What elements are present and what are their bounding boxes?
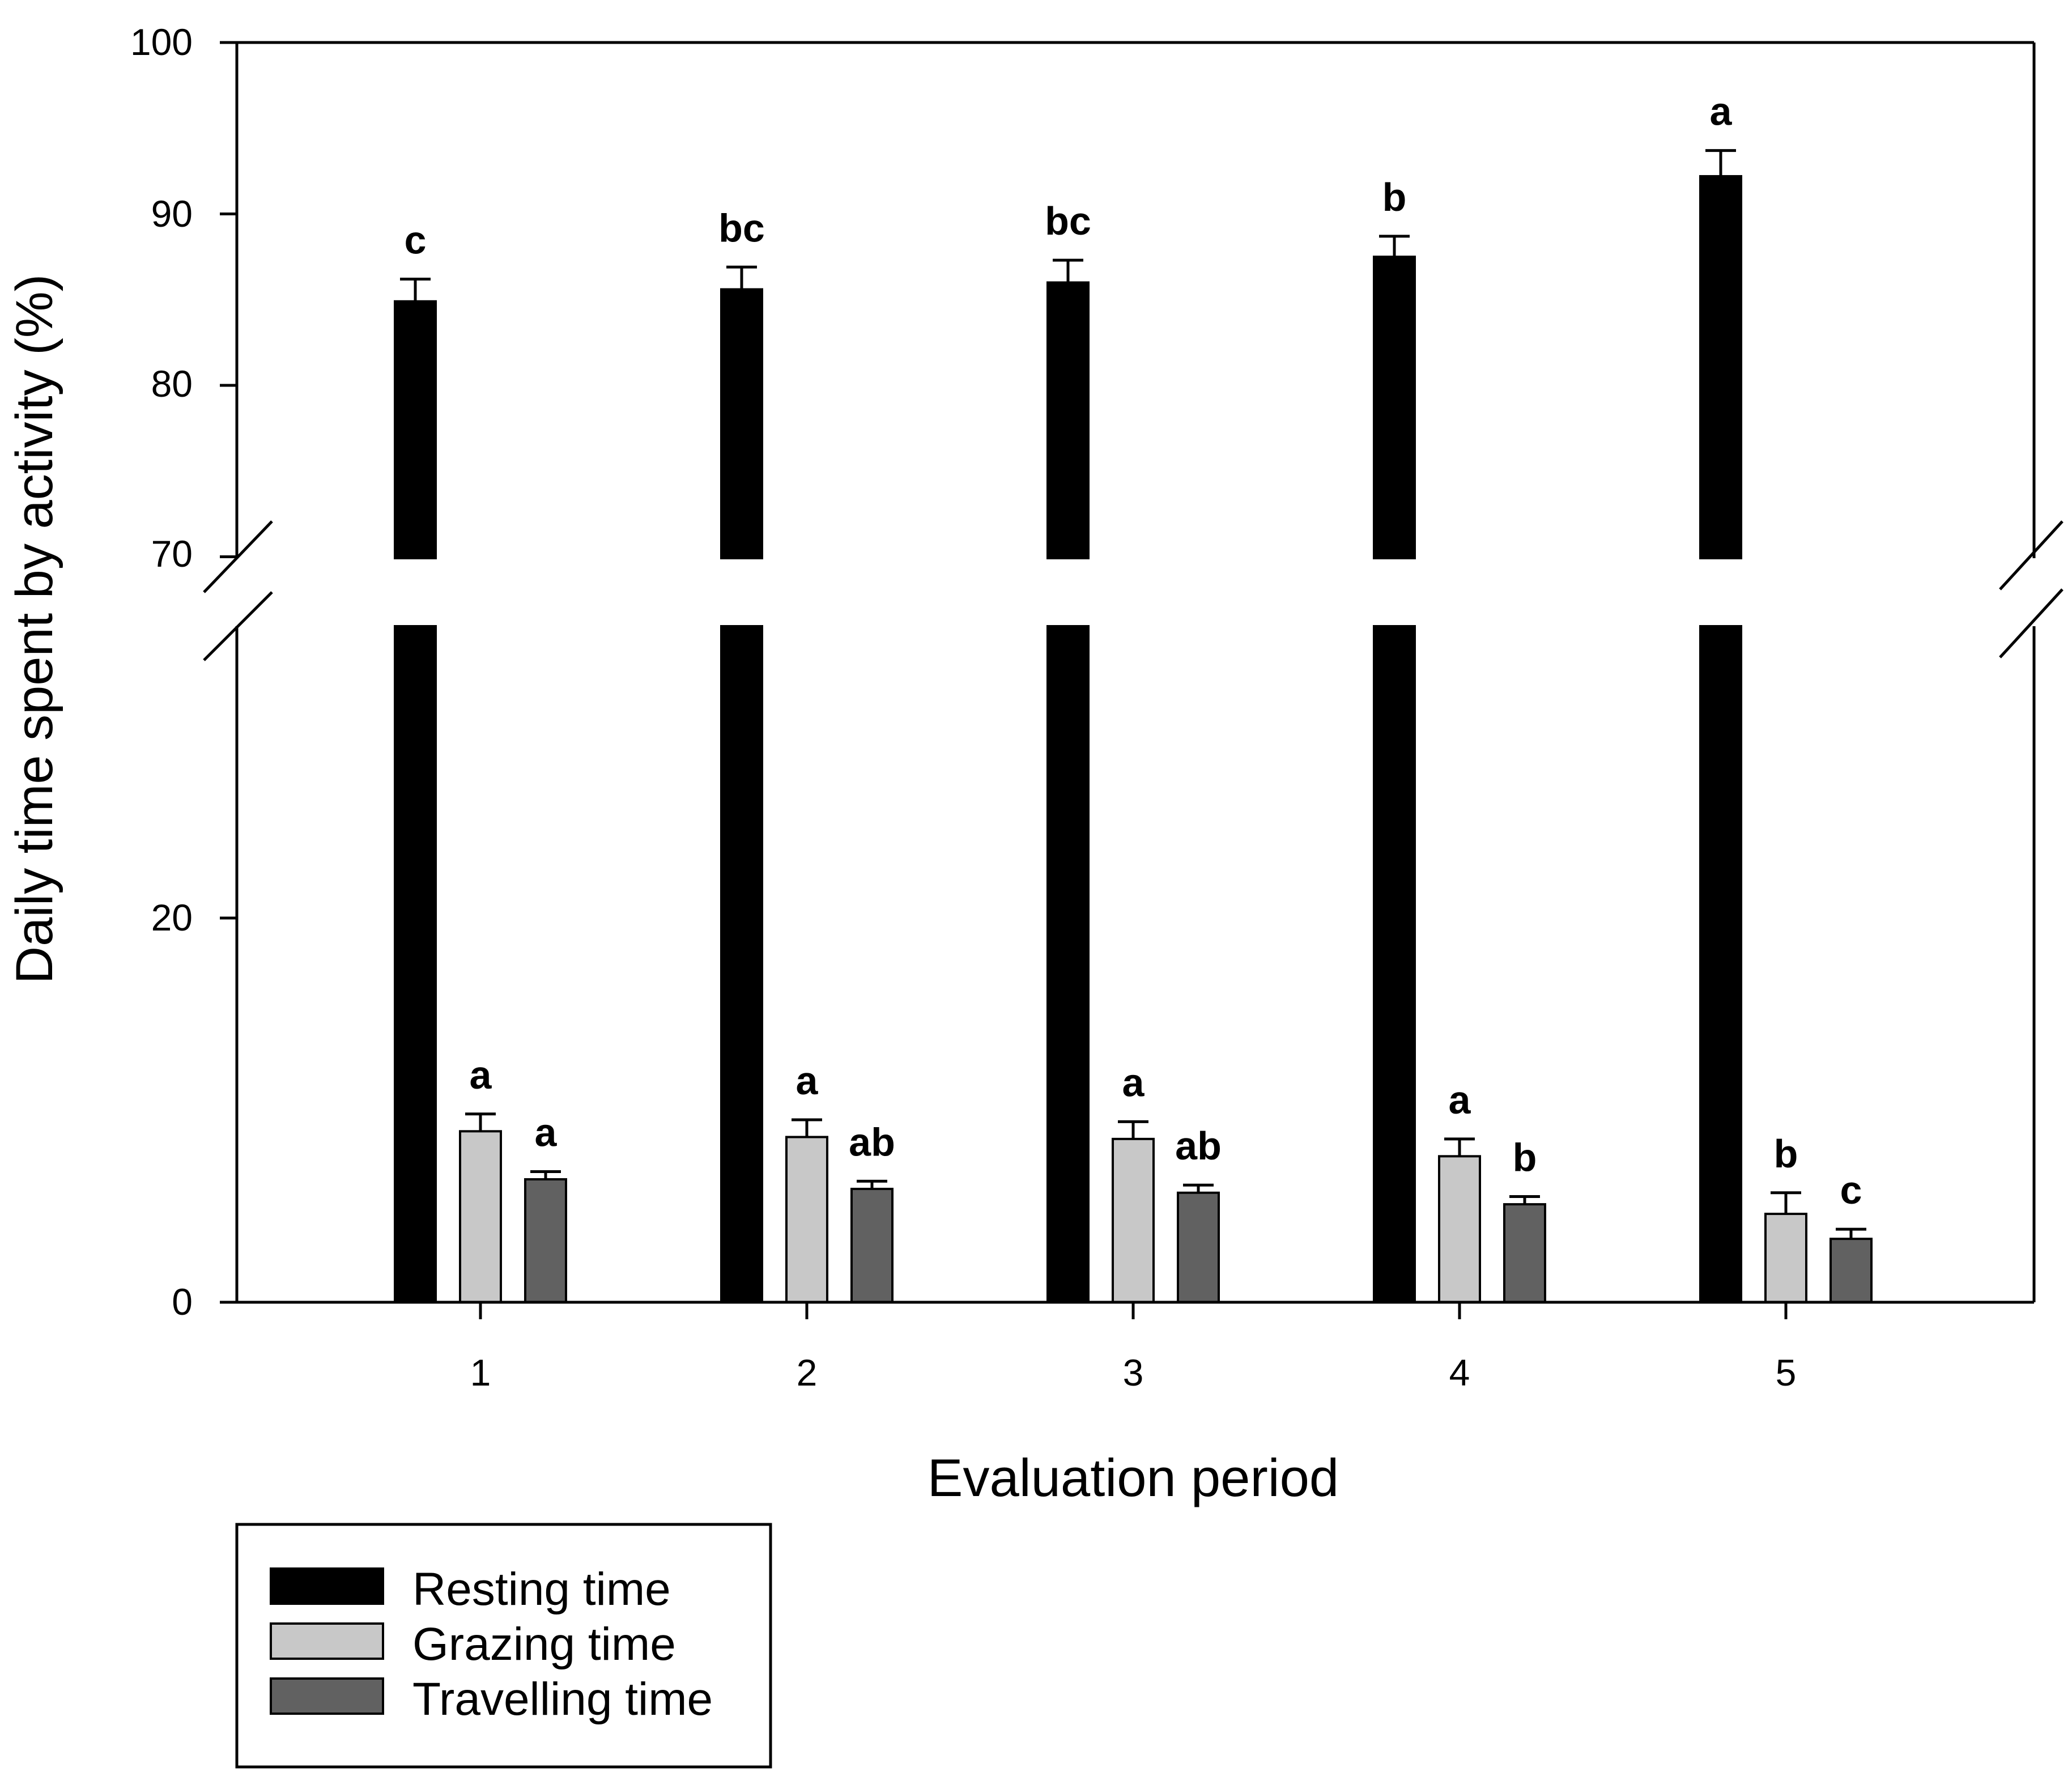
letter-grazing-3: a (1122, 1060, 1145, 1104)
y-tick-label-100: 100 (130, 21, 193, 63)
letter-grazing-1: a (470, 1053, 492, 1097)
letter-travelling-4: b (1513, 1136, 1537, 1180)
bar-resting-5-upper (1699, 175, 1742, 559)
letter-grazing-4: a (1449, 1078, 1471, 1122)
bar-grazing-1 (459, 1130, 502, 1304)
bar-grazing-4 (1438, 1155, 1481, 1303)
letter-resting-3: bc (1045, 199, 1091, 243)
bar-grazing-2 (785, 1136, 828, 1303)
bar-resting-3-upper (1046, 281, 1090, 559)
legend-label-travelling: Travelling time (412, 1673, 713, 1725)
axes-layer (203, 41, 2064, 1319)
y-tick-label-70: 70 (151, 533, 193, 575)
legend-label-grazing: Grazing time (412, 1618, 676, 1670)
bar-resting-5-lower (1699, 625, 1742, 1303)
bar-travelling-4 (1503, 1203, 1546, 1304)
x-tick-label-3: 3 (1123, 1352, 1144, 1393)
bar-grazing-3 (1112, 1137, 1155, 1303)
bar-travelling-5 (1830, 1238, 1873, 1303)
x-axis-title: Evaluation period (927, 1448, 1339, 1507)
bar-resting-3-lower (1046, 625, 1090, 1303)
letter-resting-5: a (1710, 90, 1733, 134)
bars-layer (394, 175, 1873, 1304)
legend-swatch-grazing (270, 1622, 384, 1660)
x-tick-label-2: 2 (797, 1352, 818, 1393)
bar-travelling-3 (1177, 1191, 1220, 1304)
letter-resting-2: bc (718, 206, 765, 250)
legend: Resting time Grazing time Travelling tim… (235, 1523, 772, 1769)
break-mark-left-lower (203, 591, 273, 661)
bar-travelling-1 (524, 1178, 567, 1304)
break-mark-right-upper (1999, 520, 2064, 590)
x-tick-label-5: 5 (1776, 1352, 1797, 1393)
y-tick-label-90: 90 (151, 193, 193, 235)
break-mark-right-lower (1999, 588, 2064, 658)
break-mark-left-upper (203, 520, 273, 593)
y-axis-title: Daily time spent by activity (%) (6, 274, 63, 984)
letter-resting-1: c (405, 218, 427, 262)
bar-resting-2-lower (720, 625, 763, 1303)
letter-travelling-1: a (535, 1110, 558, 1154)
letter-resting-4: b (1382, 175, 1407, 219)
letter-grazing-2: a (796, 1059, 819, 1103)
y-tick-label-20: 20 (151, 897, 193, 938)
y-tick-label-80: 80 (151, 363, 193, 405)
legend-label-resting: Resting time (412, 1563, 671, 1615)
bar-resting-2-upper (720, 288, 763, 559)
bar-grazing-5 (1764, 1213, 1807, 1304)
bar-resting-4-upper (1373, 256, 1416, 559)
bar-resting-1-lower (394, 625, 437, 1303)
letter-grazing-5: b (1774, 1132, 1798, 1176)
legend-box (235, 1523, 772, 1769)
bar-resting-4-lower (1373, 625, 1416, 1303)
letter-travelling-5: c (1840, 1168, 1862, 1212)
error-bars-layer (400, 149, 1866, 1239)
bar-travelling-2 (850, 1187, 894, 1303)
x-tick-label-1: 1 (470, 1352, 491, 1393)
letter-travelling-3: ab (1175, 1124, 1222, 1168)
x-tick-label-4: 4 (1449, 1352, 1470, 1393)
legend-swatch-travelling (270, 1677, 384, 1715)
y-tick-label-0: 0 (172, 1281, 193, 1323)
legend-swatch-resting (270, 1567, 384, 1605)
bar-resting-1-upper (394, 300, 437, 560)
letter-travelling-2: ab (849, 1120, 895, 1164)
